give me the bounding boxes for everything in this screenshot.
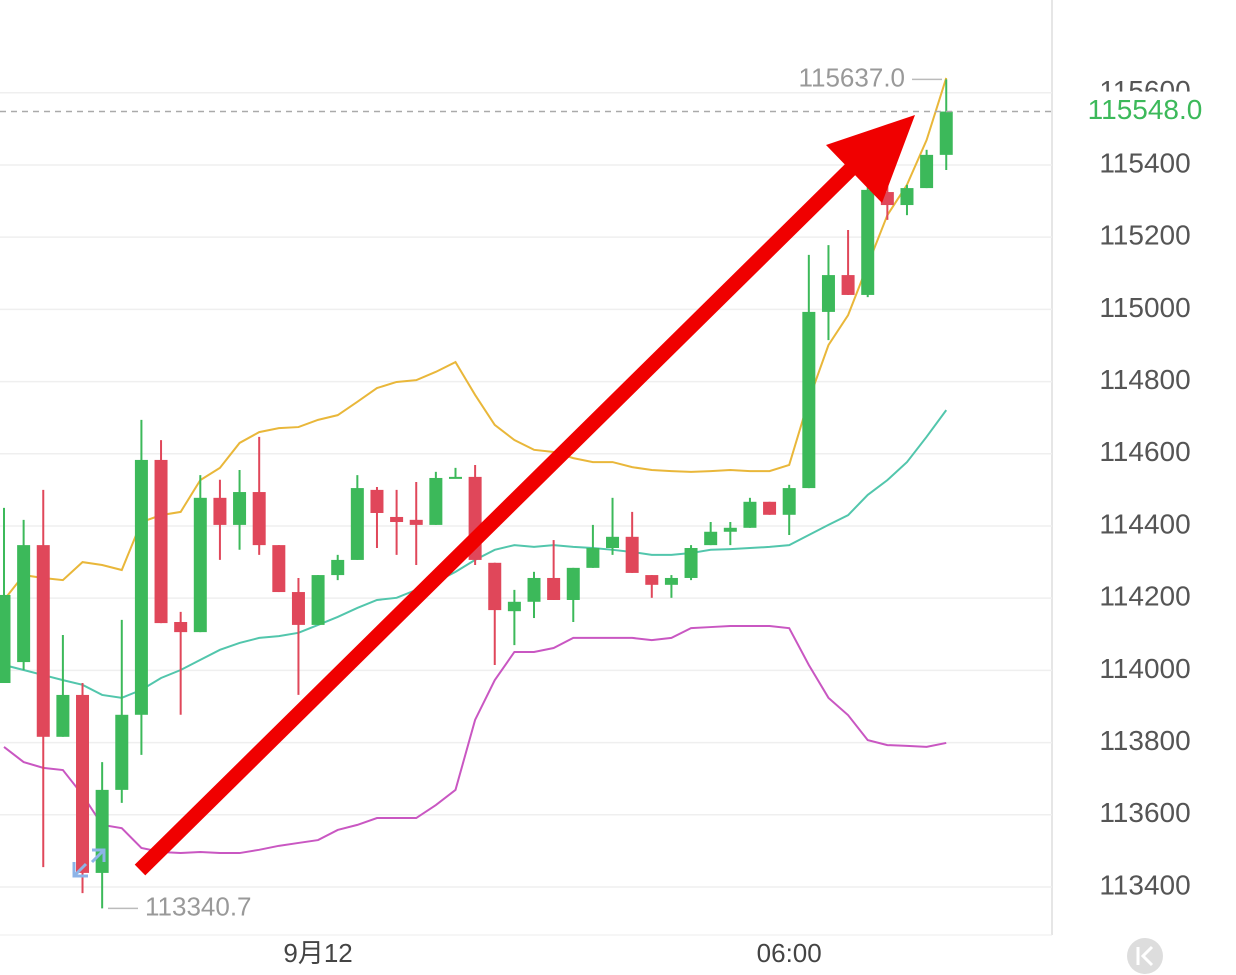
trend-arrow [134,115,915,876]
candle-body [547,577,561,600]
min-label: 113340.7 [145,891,252,921]
arrow-head [826,115,915,203]
candle-body [684,548,698,578]
candle-body [763,501,777,515]
candle-body [566,567,580,600]
candle-body [606,536,620,549]
candle-body [900,188,914,206]
candle-body [213,497,227,525]
candle-body [527,577,541,602]
candle-body [390,516,404,523]
candle-body [939,111,953,155]
icon-part [90,848,106,864]
candle-body [782,488,796,515]
candle-body [36,545,50,737]
arrow-shaft [134,146,874,876]
y-tick-label: 115000 [1099,292,1190,323]
candle-body [448,476,462,479]
candle-body [174,622,188,633]
annotations: 115548.0 115637.0 113340.7 [0,62,1210,921]
candle-body [17,545,31,663]
candle-body [625,536,639,573]
candle-body [586,548,600,568]
candle-body [704,531,718,546]
candle-body [95,789,109,873]
last-price-label: 115548.0 [1088,94,1203,125]
x-tick-label: 9月12 [283,938,352,968]
candle-body [409,519,423,525]
candle-body [743,501,757,528]
candle-body [645,575,659,585]
candle-body [331,559,345,576]
candle-body [76,694,90,873]
icon-part [72,862,88,878]
candle-body [56,694,70,737]
candle-body [429,477,443,525]
grid: 113400 113600 113800 114000 114200 114400 1146… [0,75,1191,968]
candle-body [252,492,266,546]
candle-body [193,497,207,633]
y-tick-label: 113800 [1099,725,1190,756]
candle-body [272,545,286,593]
candle-body [920,154,934,189]
candle-body [291,592,305,625]
candle-body [841,275,855,295]
candle-body [370,489,384,513]
candle-body [664,577,678,585]
candle-body [861,189,875,295]
candle-body [115,714,129,790]
candle-body [154,459,168,624]
y-tick-label: 115200 [1099,220,1190,251]
candle-body [311,575,325,625]
candle-body [233,492,247,525]
y-tick-label: 114800 [1099,364,1190,395]
candle-body [134,459,148,715]
y-tick-label: 114200 [1099,581,1190,612]
candle-body [488,562,502,611]
candle-body [0,594,11,684]
candle-body [821,275,835,312]
y-tick-label: 115400 [1099,147,1190,178]
candle-body [723,527,737,532]
candles [0,79,953,909]
y-tick-label: 114600 [1099,436,1190,467]
zoom-icon[interactable] [72,848,106,878]
candle-body [507,601,521,612]
scroll-end-button[interactable] [1127,938,1163,974]
last-price-bg [1080,91,1210,132]
y-tick-label: 113400 [1099,869,1190,900]
candle-body [350,488,364,560]
button-icon [1136,945,1154,967]
y-tick-label: 113600 [1099,797,1190,828]
y-tick-label: 114400 [1099,508,1190,539]
candle-body [802,311,816,489]
x-tick-label: 06:00 [757,938,822,968]
y-tick-label: 114000 [1099,653,1190,684]
max-label: 115637.0 [798,62,905,92]
